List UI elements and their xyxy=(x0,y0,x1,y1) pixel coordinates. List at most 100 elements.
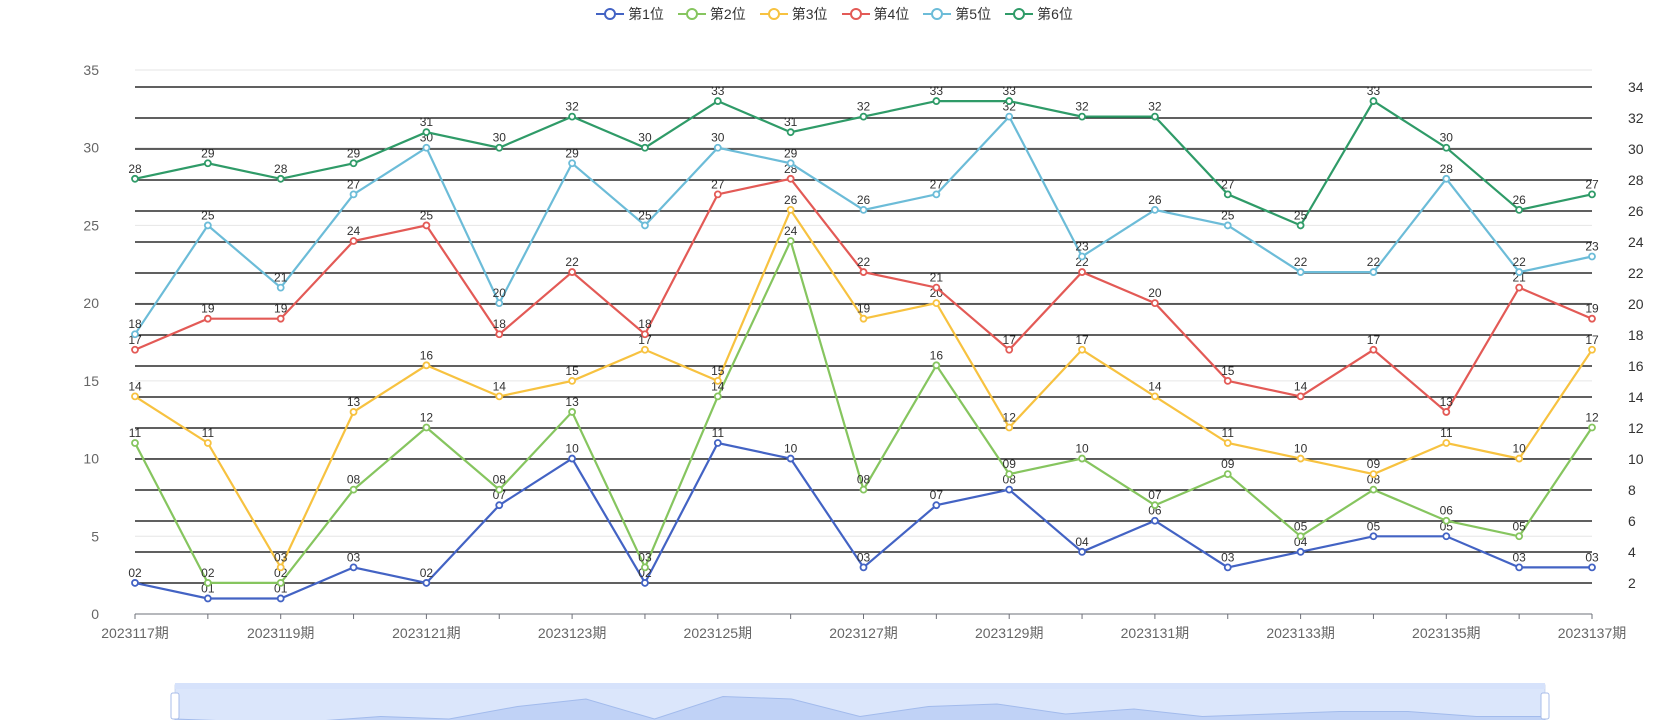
data-point[interactable] xyxy=(422,423,431,432)
data-point[interactable] xyxy=(1369,485,1378,494)
data-point[interactable] xyxy=(1588,423,1596,432)
legend-item-3[interactable]: 第3位 xyxy=(759,4,828,24)
data-point[interactable] xyxy=(1588,563,1596,572)
data-point[interactable] xyxy=(1515,454,1524,463)
legend-item-1[interactable]: 第1位 xyxy=(596,4,664,24)
data-point[interactable] xyxy=(1078,547,1086,556)
data-point[interactable] xyxy=(1515,205,1524,214)
data-point[interactable] xyxy=(495,330,504,339)
data-point[interactable] xyxy=(1078,268,1086,276)
data-point[interactable] xyxy=(713,97,722,105)
data-point[interactable] xyxy=(568,408,576,416)
data-point[interactable] xyxy=(786,159,795,168)
data-point[interactable] xyxy=(495,485,504,494)
data-point[interactable] xyxy=(859,112,868,121)
data-point[interactable] xyxy=(1515,532,1524,541)
data-point[interactable] xyxy=(786,454,795,463)
data-point[interactable] xyxy=(932,283,941,292)
zoom-handle-right[interactable] xyxy=(1540,692,1550,720)
data-point[interactable] xyxy=(1442,408,1451,416)
legend-item-2[interactable]: 第2位 xyxy=(677,4,746,24)
data-point[interactable] xyxy=(349,563,358,572)
data-point[interactable] xyxy=(641,221,649,230)
zoom-slider-selection[interactable] xyxy=(175,685,1545,720)
data-point[interactable] xyxy=(786,205,795,214)
data-point[interactable] xyxy=(1296,392,1305,401)
data-point[interactable] xyxy=(131,579,139,587)
data-point[interactable] xyxy=(276,174,285,183)
data-point[interactable] xyxy=(859,314,868,323)
data-point[interactable] xyxy=(859,563,868,572)
data-point[interactable] xyxy=(495,299,504,308)
data-point[interactable] xyxy=(495,392,504,401)
data-point[interactable] xyxy=(1588,190,1596,199)
data-point[interactable] xyxy=(1005,112,1014,121)
data-point[interactable] xyxy=(641,330,649,339)
data-point[interactable] xyxy=(641,579,649,587)
data-point[interactable] xyxy=(203,594,212,603)
data-point[interactable] xyxy=(641,563,649,572)
data-point[interactable] xyxy=(859,485,868,494)
data-point[interactable] xyxy=(203,439,212,447)
data-point[interactable] xyxy=(422,143,431,152)
data-point[interactable] xyxy=(932,299,941,308)
data-point[interactable] xyxy=(1078,112,1086,121)
data-point[interactable] xyxy=(1151,392,1159,401)
data-point[interactable] xyxy=(1151,205,1159,214)
data-point[interactable] xyxy=(131,174,139,183)
data-point[interactable] xyxy=(713,376,722,385)
data-point[interactable] xyxy=(1223,376,1232,385)
data-point[interactable] xyxy=(786,128,795,137)
data-point[interactable] xyxy=(276,594,285,603)
data-point[interactable] xyxy=(1151,501,1159,510)
data-point[interactable] xyxy=(495,143,504,152)
data-point[interactable] xyxy=(1005,423,1014,432)
data-point[interactable] xyxy=(1296,454,1305,463)
data-point[interactable] xyxy=(1588,252,1596,261)
data-point[interactable] xyxy=(1151,112,1159,121)
data-point[interactable] xyxy=(131,345,139,354)
data-point[interactable] xyxy=(349,237,358,245)
data-point[interactable] xyxy=(1151,299,1159,308)
data-point[interactable] xyxy=(422,361,431,370)
legend-item-5[interactable]: 第5位 xyxy=(923,4,991,24)
data-point[interactable] xyxy=(568,159,576,168)
data-point[interactable] xyxy=(1078,454,1086,463)
data-point[interactable] xyxy=(1005,485,1014,494)
data-point[interactable] xyxy=(1296,221,1305,230)
zoom-handle-left[interactable] xyxy=(170,692,180,720)
data-point[interactable] xyxy=(1223,190,1232,199)
data-point[interactable] xyxy=(1442,439,1451,447)
data-point[interactable] xyxy=(1515,283,1524,292)
zoom-slider-move-bar[interactable] xyxy=(175,683,1545,689)
data-point[interactable] xyxy=(932,97,941,105)
data-point[interactable] xyxy=(203,159,212,168)
data-point[interactable] xyxy=(1005,97,1014,105)
data-point[interactable] xyxy=(1588,345,1596,354)
data-point[interactable] xyxy=(1296,268,1305,276)
data-point[interactable] xyxy=(1442,174,1451,183)
data-point[interactable] xyxy=(422,221,431,230)
data-point[interactable] xyxy=(349,485,358,494)
data-point[interactable] xyxy=(713,439,722,447)
data-point[interactable] xyxy=(1369,470,1378,479)
data-point[interactable] xyxy=(713,190,722,199)
data-point[interactable] xyxy=(1515,268,1524,276)
data-point[interactable] xyxy=(713,143,722,152)
data-point[interactable] xyxy=(786,237,795,245)
data-point[interactable] xyxy=(276,563,285,572)
data-point[interactable] xyxy=(786,174,795,183)
data-point[interactable] xyxy=(203,314,212,323)
data-point[interactable] xyxy=(422,579,431,587)
data-point[interactable] xyxy=(131,330,139,339)
data-point[interactable] xyxy=(1005,345,1014,354)
data-point[interactable] xyxy=(349,190,358,199)
data-point[interactable] xyxy=(1369,345,1378,354)
data-point[interactable] xyxy=(713,392,722,401)
data-point[interactable] xyxy=(1296,547,1305,556)
data-point[interactable] xyxy=(1369,268,1378,276)
data-point[interactable] xyxy=(203,579,212,587)
data-point[interactable] xyxy=(1296,532,1305,541)
data-point[interactable] xyxy=(131,392,139,401)
legend-item-6[interactable]: 第6位 xyxy=(1005,4,1073,24)
